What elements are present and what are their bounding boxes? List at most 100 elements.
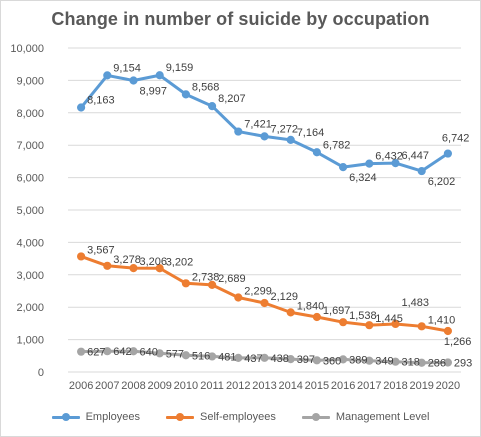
data-point-self-employees xyxy=(391,319,400,329)
data-label-management-level: 577 xyxy=(166,348,184,360)
y-tick-label: 2,000 xyxy=(16,302,44,314)
data-point-self-employees xyxy=(286,308,295,317)
data-point-management-level xyxy=(208,352,217,361)
data-point-employees xyxy=(312,148,321,157)
data-point-self-employees xyxy=(443,326,452,336)
data-point-management-level xyxy=(417,358,426,367)
y-tick-label: 7,000 xyxy=(16,140,44,152)
data-label-employees: 6,742 xyxy=(442,133,470,145)
data-label-employees: 7,164 xyxy=(297,127,325,139)
data-label-management-level: 360 xyxy=(323,355,341,367)
legend-marker-icon xyxy=(51,412,80,422)
data-label-management-level: 318 xyxy=(402,357,420,369)
data-label-self-employees: 1,266 xyxy=(444,336,472,348)
x-tick-label: 2019 xyxy=(409,380,433,392)
data-label-employees: 7,421 xyxy=(244,119,272,131)
data-label-management-level: 286 xyxy=(428,358,446,370)
x-tick-label: 2015 xyxy=(305,380,329,392)
data-point-employees xyxy=(260,132,269,141)
x-tick-label: 2011 xyxy=(200,380,224,392)
y-tick-label: 5,000 xyxy=(16,205,44,217)
y-tick-label: 0 xyxy=(38,367,44,379)
data-point-employees xyxy=(443,149,452,158)
chart-title: Change in number of suicide by occupatio… xyxy=(51,9,430,29)
chart-legend: Employees Self-employees Management Level xyxy=(1,407,480,427)
data-label-employees: 7,272 xyxy=(271,123,299,135)
data-label-employees: 6,202 xyxy=(428,176,456,188)
data-point-employees xyxy=(181,90,190,99)
data-label-employees: 6,324 xyxy=(349,172,377,184)
data-label-employees: 9,159 xyxy=(166,62,194,74)
y-tick-label: 8,000 xyxy=(16,108,44,120)
data-label-employees: 6,432 xyxy=(375,151,403,163)
data-point-self-employees xyxy=(312,312,321,322)
data-label-employees: 8,207 xyxy=(218,93,246,105)
data-label-self-employees: 1,483 xyxy=(402,297,430,309)
data-point-self-employees xyxy=(417,322,426,331)
data-label-management-level: 349 xyxy=(375,356,393,368)
x-tick-label: 2016 xyxy=(331,380,355,392)
data-point-management-level xyxy=(181,351,190,360)
data-label-self-employees: 2,299 xyxy=(244,286,272,298)
legend-label: Management Level xyxy=(335,411,430,423)
data-point-management-level xyxy=(365,356,374,365)
data-point-management-level xyxy=(339,355,348,364)
data-label-self-employees: 1,410 xyxy=(428,314,456,326)
data-point-employees xyxy=(234,127,243,136)
data-point-management-level xyxy=(234,353,243,362)
legend-marker-icon xyxy=(301,412,330,422)
data-point-self-employees xyxy=(77,252,86,261)
data-point-employees xyxy=(208,101,217,111)
data-label-management-level: 437 xyxy=(244,353,262,365)
data-point-management-level xyxy=(391,357,400,366)
data-label-employees: 6,782 xyxy=(323,139,351,151)
legend-marker-icon xyxy=(166,412,195,422)
x-tick-label: 2010 xyxy=(174,380,198,392)
y-tick-label: 9,000 xyxy=(16,75,44,87)
data-point-self-employees xyxy=(208,280,217,289)
data-label-self-employees: 3,202 xyxy=(166,256,194,268)
data-label-self-employees: 1,697 xyxy=(323,305,351,317)
data-point-management-level xyxy=(103,347,112,356)
x-tick-label: 2008 xyxy=(121,380,145,392)
data-point-self-employees xyxy=(234,293,243,302)
y-tick-label: 4,000 xyxy=(16,237,44,249)
data-label-self-employees: 2,689 xyxy=(218,273,246,285)
data-point-employees xyxy=(286,135,295,144)
data-label-management-level: 627 xyxy=(87,347,105,359)
data-label-management-level: 293 xyxy=(454,358,472,370)
data-point-employees xyxy=(103,71,112,80)
data-label-self-employees: 2,738 xyxy=(192,271,220,283)
data-point-management-level xyxy=(286,355,295,364)
data-label-management-level: 481 xyxy=(218,351,236,363)
data-label-management-level: 389 xyxy=(349,354,367,366)
data-label-employees: 8,997 xyxy=(140,85,168,97)
data-point-management-level xyxy=(260,353,269,362)
y-tick-label: 10,000 xyxy=(10,43,44,55)
data-label-self-employees: 3,206 xyxy=(140,256,168,268)
data-point-self-employees xyxy=(155,264,164,273)
data-label-management-level: 516 xyxy=(192,350,210,362)
data-label-self-employees: 1,538 xyxy=(349,310,377,322)
y-tick-label: 3,000 xyxy=(16,270,44,282)
y-tick-label: 6,000 xyxy=(16,173,44,185)
x-tick-label: 2007 xyxy=(95,380,119,392)
data-label-management-level: 438 xyxy=(271,353,289,365)
data-point-self-employees xyxy=(103,261,112,270)
data-label-self-employees: 1,840 xyxy=(297,300,325,312)
data-point-employees xyxy=(365,159,374,168)
data-point-self-employees xyxy=(181,279,190,288)
data-label-management-level: 397 xyxy=(297,354,315,366)
data-label-employees: 6,447 xyxy=(402,150,430,162)
data-label-employees: 8,163 xyxy=(87,95,115,107)
x-tick-label: 2014 xyxy=(278,380,302,392)
data-point-management-level xyxy=(77,347,86,356)
x-tick-label: 2013 xyxy=(252,380,276,392)
data-point-employees xyxy=(129,76,138,85)
data-point-management-level xyxy=(443,358,452,367)
data-label-employees: 8,568 xyxy=(192,81,220,93)
data-label-management-level: 642 xyxy=(113,346,131,358)
legend-label: Employees xyxy=(85,411,141,423)
